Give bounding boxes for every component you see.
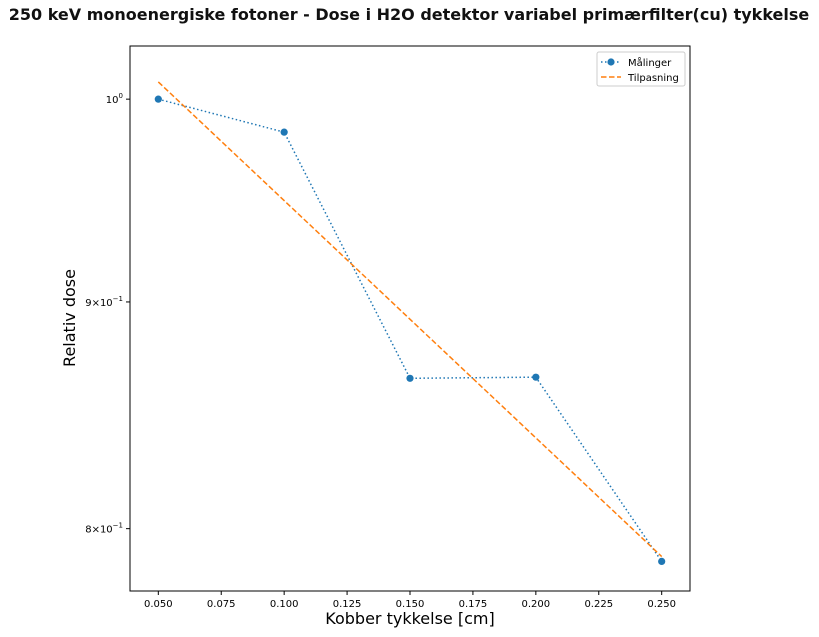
x-tick-label: 0.075 bbox=[207, 599, 236, 610]
series-line-1 bbox=[158, 98, 663, 562]
x-tick-label: 0.050 bbox=[144, 599, 173, 610]
data-point bbox=[658, 557, 666, 566]
legend: Målinger Tilpasning bbox=[596, 51, 686, 87]
chart-title: 250 keV monoenergiske fotoner - Dose i H… bbox=[9, 5, 810, 24]
y-tick-label: 100 bbox=[106, 92, 123, 106]
y-axis-label: Relativ dose bbox=[60, 269, 79, 367]
data-point bbox=[406, 374, 414, 382]
x-tick-label: 0.100 bbox=[270, 599, 299, 610]
x-tick-label: 0.225 bbox=[584, 599, 613, 610]
plot-area bbox=[154, 81, 666, 566]
x-tick-label: 0.250 bbox=[647, 599, 676, 610]
y-tick-label: 9×10−1 bbox=[85, 295, 123, 309]
data-point bbox=[280, 128, 288, 136]
x-tick-label: 0.125 bbox=[333, 599, 362, 610]
legend-marker bbox=[607, 58, 615, 66]
x-tick-label: 0.150 bbox=[396, 599, 425, 610]
y-tick-label: 8×10−1 bbox=[85, 522, 123, 536]
series-line-2 bbox=[157, 81, 663, 558]
data-point bbox=[154, 95, 162, 103]
legend-label-1: Målinger bbox=[628, 56, 672, 69]
legend-label-2: Tilpasning bbox=[627, 73, 679, 84]
data-point bbox=[532, 373, 540, 381]
x-axis-label: Kobber tykkelse [cm] bbox=[325, 609, 494, 628]
x-tick-label: 0.200 bbox=[522, 599, 551, 610]
x-tick-label: 0.175 bbox=[459, 599, 488, 610]
